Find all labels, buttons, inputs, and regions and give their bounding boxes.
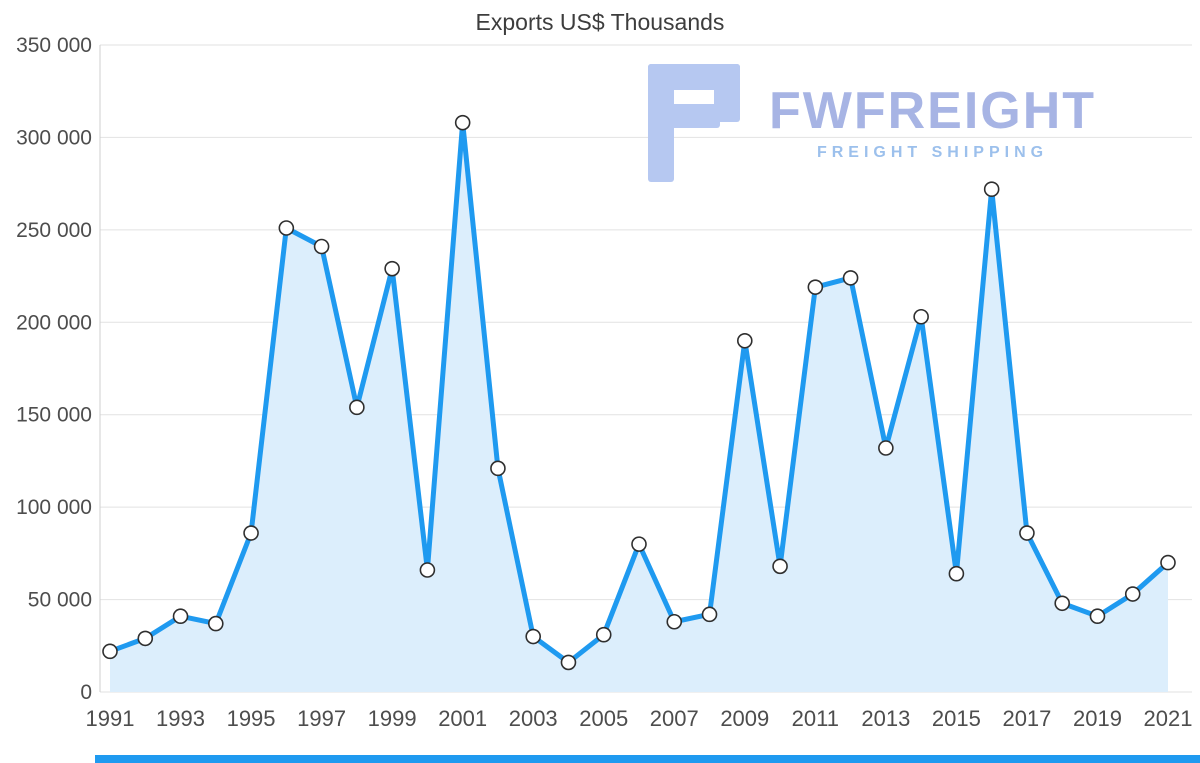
data-point-marker: [595, 626, 612, 643]
x-axis-label: 2001: [438, 706, 487, 731]
x-axis-label: 1991: [86, 706, 135, 731]
x-axis-label: 2017: [1002, 706, 1051, 731]
y-axis-label: 200 000: [16, 311, 92, 334]
x-axis-label: 1993: [156, 706, 205, 731]
y-axis-label: 350 000: [16, 34, 92, 57]
data-point-marker: [525, 628, 542, 645]
data-point-marker: [349, 399, 365, 416]
data-point-marker: [701, 606, 718, 623]
x-axis-label: 1999: [368, 706, 417, 731]
data-point-marker: [243, 525, 259, 541]
x-axis-label: 2007: [650, 706, 699, 731]
data-point-marker: [137, 630, 154, 647]
data-point-marker: [278, 220, 295, 236]
data-point-marker: [102, 643, 118, 660]
y-axis-label: 300 000: [16, 126, 92, 149]
data-point-marker: [913, 308, 929, 325]
x-axis-label: 2019: [1073, 706, 1122, 731]
x-axis-label: 2011: [792, 706, 839, 731]
data-point-marker: [736, 332, 753, 349]
x-axis-label: 2015: [932, 706, 981, 731]
data-point-marker: [490, 460, 506, 477]
data-point-marker: [172, 608, 189, 625]
data-point-marker: [842, 270, 859, 286]
x-axis-label: 1995: [227, 706, 276, 731]
data-point-marker: [1054, 595, 1070, 612]
data-point-marker: [454, 114, 471, 131]
chart-title: Exports US$ Thousands: [475, 9, 725, 35]
y-axis-label: 150 000: [16, 404, 92, 427]
y-axis-label: 50 000: [28, 589, 92, 612]
data-point-marker: [666, 613, 683, 630]
data-point-marker: [807, 279, 824, 295]
x-axis-label: 2021: [1144, 706, 1193, 731]
bottom-accent-bar: [95, 755, 1200, 763]
data-point-marker: [772, 558, 788, 575]
data-point-marker: [1019, 525, 1035, 541]
data-point-marker: [1124, 586, 1141, 602]
x-axis-label: 2013: [861, 706, 910, 731]
x-axis-label: 1997: [297, 706, 346, 731]
data-point-marker: [948, 565, 965, 582]
x-axis-label: 2003: [509, 706, 558, 731]
data-point-marker: [1089, 608, 1106, 625]
y-axis-label: 0: [80, 681, 92, 704]
y-axis-label: 100 000: [16, 496, 92, 519]
data-point-marker: [419, 562, 436, 578]
data-point-marker: [983, 181, 1000, 197]
data-point-marker: [208, 615, 224, 632]
x-axis-label: 2005: [579, 706, 628, 731]
data-point-marker: [313, 238, 330, 255]
data-point-marker: [1160, 554, 1176, 571]
data-point-marker: [384, 260, 400, 277]
data-point-marker: [878, 440, 894, 456]
area-fill: [110, 122, 1168, 692]
x-axis-label: 2009: [720, 706, 769, 731]
data-point-marker: [631, 536, 647, 552]
y-axis-label: 250 000: [16, 219, 92, 242]
data-point-marker: [560, 654, 577, 671]
